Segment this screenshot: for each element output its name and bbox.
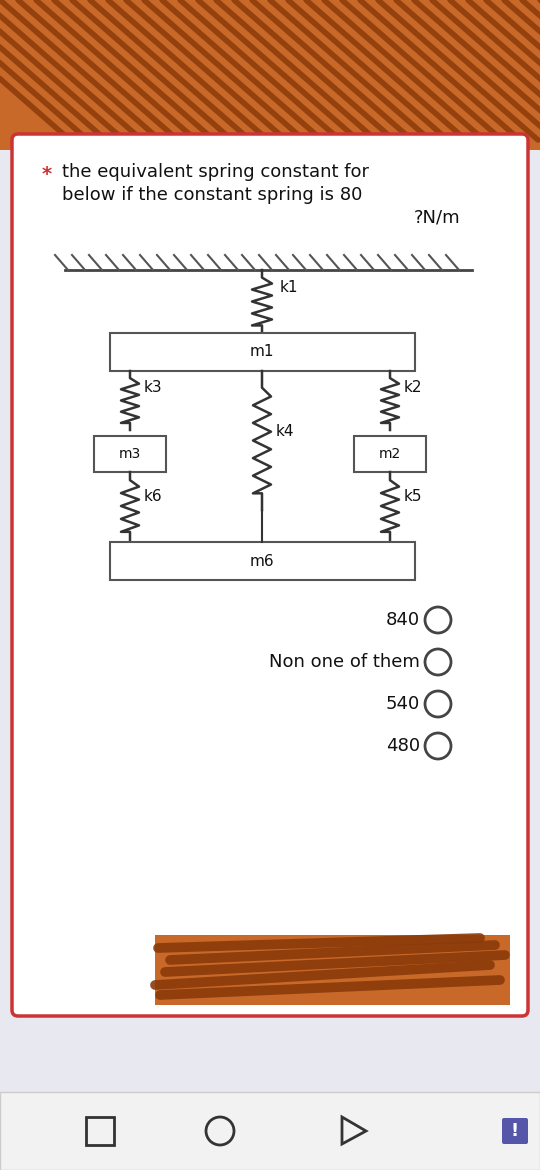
Text: k5: k5 <box>404 489 422 504</box>
Text: k2: k2 <box>404 380 422 395</box>
FancyBboxPatch shape <box>110 542 415 580</box>
Text: ?N/m: ?N/m <box>414 209 460 227</box>
Text: the equivalent spring constant for: the equivalent spring constant for <box>62 163 369 181</box>
Text: m6: m6 <box>249 553 274 569</box>
Text: !: ! <box>511 1122 519 1140</box>
Text: m2: m2 <box>379 447 401 461</box>
Text: 540: 540 <box>386 695 420 713</box>
Polygon shape <box>0 0 540 150</box>
Text: m3: m3 <box>119 447 141 461</box>
Text: *: * <box>42 165 52 184</box>
FancyBboxPatch shape <box>94 436 166 472</box>
Text: k6: k6 <box>144 489 163 504</box>
Text: 840: 840 <box>386 611 420 629</box>
Polygon shape <box>155 935 510 1005</box>
Text: k3: k3 <box>144 380 163 395</box>
Text: Non one of them: Non one of them <box>269 653 420 672</box>
FancyBboxPatch shape <box>354 436 426 472</box>
Text: m1: m1 <box>249 344 274 359</box>
Text: k4: k4 <box>276 424 294 439</box>
Text: below if the constant spring is 80: below if the constant spring is 80 <box>62 186 362 204</box>
FancyBboxPatch shape <box>0 1092 540 1170</box>
FancyBboxPatch shape <box>110 333 415 371</box>
Text: k1: k1 <box>280 280 299 295</box>
FancyBboxPatch shape <box>502 1119 528 1144</box>
Text: 480: 480 <box>386 737 420 755</box>
FancyBboxPatch shape <box>12 135 528 1016</box>
